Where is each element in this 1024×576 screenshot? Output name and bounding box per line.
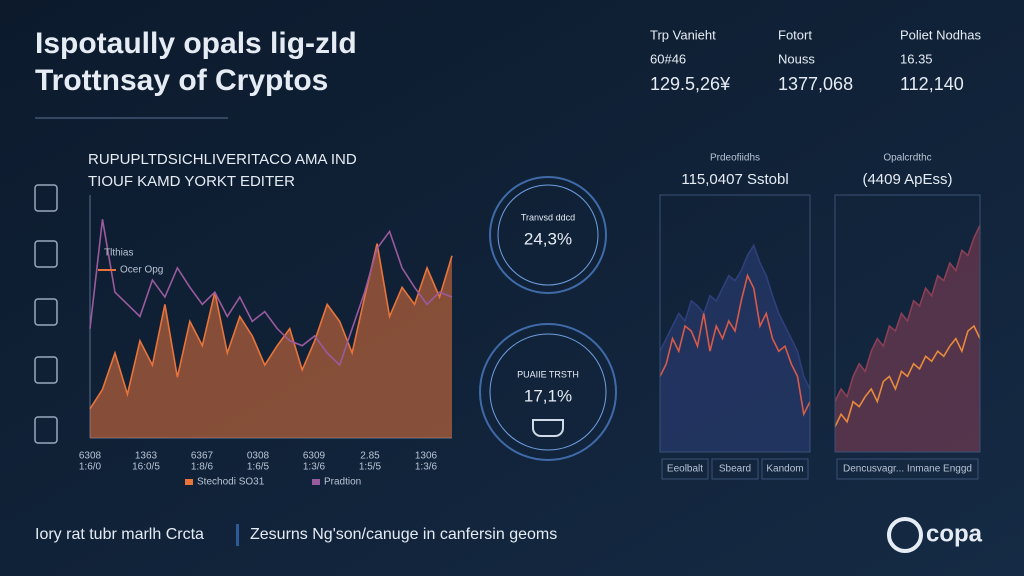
separator xyxy=(236,524,239,546)
x-label: 6308 xyxy=(79,451,102,462)
gauge-value: 17,1% xyxy=(524,386,572,405)
x-label: 1:6/0 xyxy=(79,462,102,473)
line xyxy=(89,243,453,410)
title: Trottnsay of Cryptos xyxy=(35,64,328,97)
x-label: 1:3/6 xyxy=(303,462,326,473)
stat-label: Trp Vanieht xyxy=(650,27,716,42)
side-icons xyxy=(34,184,58,444)
legend-entry: Pradtion xyxy=(324,477,361,488)
x-label: 6309 xyxy=(303,451,326,462)
x-label: 1:5/5 xyxy=(359,462,382,473)
logo-mark xyxy=(887,517,923,553)
gauge-label: Tranvsd ddcd xyxy=(521,212,575,222)
legend-swatch xyxy=(312,479,320,485)
footer-box xyxy=(711,458,759,480)
footer-label: Dencusvagr... Inmane Enggd xyxy=(843,464,972,475)
x-label: 1306 xyxy=(415,451,438,462)
panel-caption: Prdeofiidhs xyxy=(710,153,760,164)
stat-label: Fotort xyxy=(778,27,812,42)
line xyxy=(89,219,453,367)
stat-label: Poliet Nodhas xyxy=(900,27,981,42)
legend-swatch xyxy=(185,479,193,485)
line xyxy=(659,273,811,417)
line xyxy=(659,243,811,390)
footer-box xyxy=(836,458,979,480)
footer-text: Iory rat tubr marlh Crcta xyxy=(35,526,204,543)
footer-text: Zesurns Ng'son/canuge in canfersin geoms xyxy=(250,526,557,543)
x-label: 1363 xyxy=(135,451,158,462)
panel-headline: 115,0407 Sstobl xyxy=(681,171,788,188)
line xyxy=(834,324,981,428)
stat-value: 112,140 xyxy=(900,74,964,94)
legend-entry: Stechodi SO31 xyxy=(197,477,265,488)
gauge-rings xyxy=(479,176,617,461)
gauge-value: 24,3% xyxy=(524,229,572,248)
stat-value: 129.5,26¥ xyxy=(650,74,731,94)
area xyxy=(835,225,980,452)
stat-sub: Nouss xyxy=(778,51,815,66)
x-label: 6367 xyxy=(191,451,214,462)
footer-box xyxy=(661,458,709,480)
footer-label: Sbeard xyxy=(719,464,751,475)
panel-subtitle: TIOUF KAMD YORKT EDITER xyxy=(88,173,295,190)
footer-label: Eeolbalt xyxy=(667,464,703,475)
line xyxy=(834,224,981,402)
panel-caption: Opalcrdthc xyxy=(883,153,931,164)
x-label: 16:0/5 xyxy=(132,462,160,473)
footer-label: Kandom xyxy=(766,464,803,475)
inline-label: Ocer Opg xyxy=(120,265,163,276)
panel-subtitle: RUPUPLTDSICHLIVERITACO AMA IND xyxy=(88,151,357,168)
stat-sub: 60#46 xyxy=(650,51,686,66)
area xyxy=(90,243,452,438)
stat-value: 1377,068 xyxy=(778,74,853,94)
panel-headline: (4409 ApEss) xyxy=(862,171,952,188)
inline-label: Tlthias xyxy=(104,248,133,259)
panel-frame xyxy=(834,194,981,453)
stat-sub: 16.35 xyxy=(900,51,933,66)
x-label: 0308 xyxy=(247,451,270,462)
panel-frame xyxy=(659,194,811,453)
x-label: 1:3/6 xyxy=(415,462,438,473)
logo: copa xyxy=(926,520,983,547)
x-label: 1:6/5 xyxy=(247,462,270,473)
title: Ispotaully opals lig-zld xyxy=(35,27,357,60)
footer-box xyxy=(761,458,809,480)
gauge-label: PUAIIE TRSTH xyxy=(517,369,579,379)
x-label: 1:8/6 xyxy=(191,462,214,473)
x-label: 2.85 xyxy=(360,451,380,462)
